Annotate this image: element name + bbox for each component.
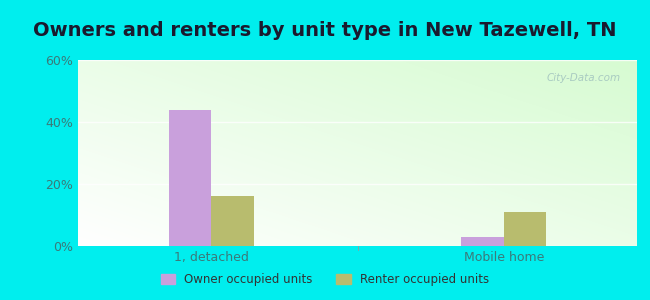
Legend: Owner occupied units, Renter occupied units: Owner occupied units, Renter occupied un… [156,269,494,291]
Bar [211,196,254,246]
Bar [462,237,504,246]
Text: Owners and renters by unit type in New Tazewell, TN: Owners and renters by unit type in New T… [33,21,617,40]
Text: City-Data.com: City-Data.com [546,73,620,83]
Bar [504,212,547,246]
Bar [168,110,211,246]
